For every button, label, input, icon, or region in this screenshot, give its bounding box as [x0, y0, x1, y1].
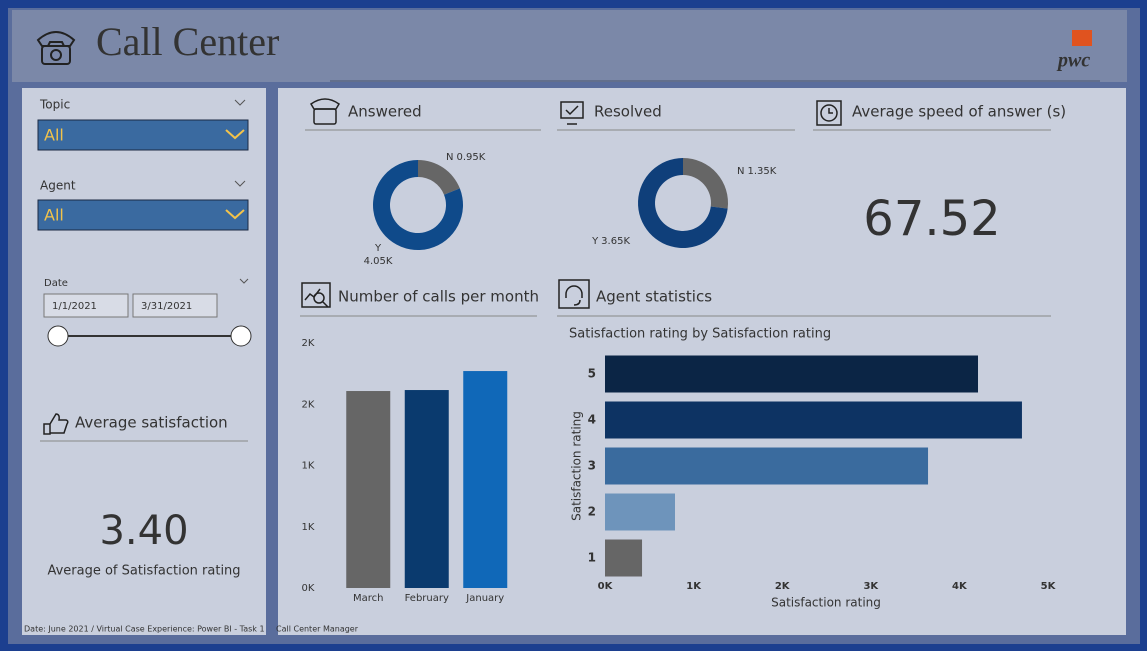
x-tick-label: March — [353, 593, 383, 604]
donut-slice — [373, 160, 464, 250]
logo-mark — [1072, 30, 1092, 46]
bar — [605, 401, 1022, 439]
chevron — [225, 129, 245, 140]
bar — [605, 355, 979, 393]
y-tick-label: 4 — [588, 413, 596, 427]
donut-slice — [638, 158, 728, 249]
footer-text: Call Center Manager — [276, 625, 359, 634]
slice-value: 4.05K — [364, 256, 393, 267]
section-title: Agent statistics — [596, 288, 712, 306]
date-start[interactable] — [43, 293, 129, 318]
y-tick-label: 0K — [302, 583, 315, 594]
slice-category: N — [446, 152, 453, 163]
y-tick-label: 3 — [588, 459, 596, 473]
slice-value: 1.35K — [747, 166, 776, 177]
bar — [605, 539, 643, 577]
filter-panel — [22, 88, 266, 635]
section-title: Number of calls per month — [338, 288, 539, 306]
kpi-value: 67.52 — [863, 191, 1000, 247]
x-axis-label: Satisfaction rating — [771, 596, 881, 610]
clock-icon — [816, 100, 842, 126]
x-tick-label: 4K — [952, 581, 968, 592]
y-axis-label: Satisfaction rating — [570, 411, 584, 521]
x-tick-label: 3K — [863, 581, 879, 592]
section-title: Answered — [348, 103, 422, 121]
resolved-icon — [560, 101, 584, 125]
y-tick-label: 2K — [302, 399, 315, 410]
logo: pwc — [1056, 50, 1090, 72]
dropdown-value: All — [44, 206, 64, 225]
donut-slice — [683, 158, 729, 209]
kpi-caption: Average of Satisfaction rating — [47, 564, 240, 579]
bar — [346, 391, 391, 588]
chevron — [234, 180, 246, 187]
chevron — [225, 209, 245, 220]
y-tick-label: 2K — [302, 338, 315, 349]
bar — [463, 371, 508, 588]
section-title: Average speed of answer (s) — [852, 103, 1066, 121]
y-tick-label: 1 — [588, 551, 596, 565]
x-tick-label: 0K — [598, 581, 614, 592]
slider-handle[interactable] — [47, 325, 69, 347]
title: Call Center — [96, 19, 279, 64]
header-band — [12, 10, 1127, 82]
date-start-text: 1/1/2021 — [52, 301, 97, 312]
x-tick-label: 1K — [686, 581, 702, 592]
slider-handle[interactable] — [230, 325, 252, 347]
x-tick-label: January — [465, 593, 504, 604]
bar — [605, 447, 929, 485]
slice-label: Y 3.65K — [591, 236, 630, 247]
thumb-icon — [43, 413, 69, 435]
phone-icon — [36, 31, 76, 65]
x-tick-label: February — [405, 593, 449, 604]
slice-label: N 0.95K — [446, 152, 486, 163]
dropdown-value: All — [44, 126, 64, 145]
slice-value: 3.65K — [601, 236, 630, 247]
slice-category: N — [737, 166, 744, 177]
chart-title: Satisfaction rating by Satisfaction rati… — [569, 327, 831, 342]
slice-category: Y — [591, 236, 599, 247]
filter-label: Agent — [40, 179, 76, 193]
chevron — [239, 278, 249, 284]
topic-dropdown[interactable] — [37, 119, 249, 151]
x-tick-label: 2K — [775, 581, 791, 592]
filter-label: Date — [44, 278, 68, 289]
bar — [404, 390, 449, 588]
y-tick-label: 2 — [588, 505, 596, 519]
date-end[interactable] — [132, 293, 218, 318]
headset-icon — [558, 279, 590, 309]
slice-label: Y 4.05K — [364, 243, 393, 267]
slice-value: 0.95K — [456, 152, 485, 163]
y-tick-label: 1K — [302, 522, 315, 533]
slice-category: Y — [374, 243, 382, 254]
date-end-text: 3/31/2021 — [141, 301, 192, 312]
chevron — [234, 99, 246, 106]
y-tick-label: 1K — [302, 461, 315, 472]
filter-label: Topic — [39, 98, 70, 112]
x-tick-label: 5K — [1041, 581, 1057, 592]
bar — [605, 493, 675, 531]
kpi-value: 3.40 — [99, 508, 188, 554]
footer-text: Date: June 2021 / Virtual Case Experienc… — [24, 625, 265, 634]
kpi-title: Average satisfaction — [75, 414, 228, 432]
agent-dropdown[interactable] — [37, 199, 249, 231]
answered-icon — [310, 98, 340, 125]
y-tick-label: 5 — [588, 367, 596, 381]
section-title: Resolved — [594, 103, 662, 121]
donut-slice — [418, 160, 460, 195]
slice-label: N 1.35K — [737, 166, 777, 177]
chart-icon — [301, 282, 331, 308]
